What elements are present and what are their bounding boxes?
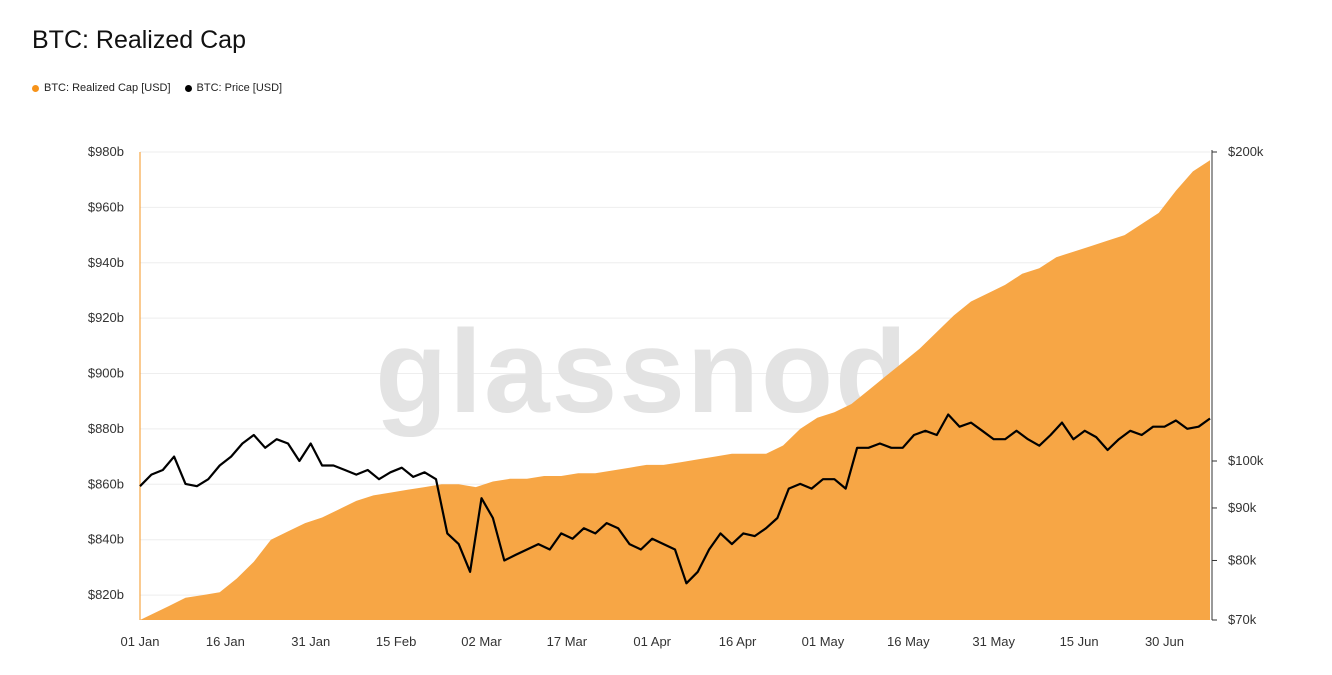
y-right-tick-label: $70k <box>1228 612 1257 627</box>
y-right-tick-label: $200k <box>1228 144 1264 159</box>
y-left-tick-label: $960b <box>88 199 124 214</box>
legend-label-realized-cap: BTC: Realized Cap [USD] <box>44 82 171 94</box>
legend-swatch-realized-cap <box>32 84 39 92</box>
right-axis: $70k $80k $90k $100k $200k <box>1212 144 1264 627</box>
x-tick-label: 02 Mar <box>461 634 502 649</box>
y-right-tick-label: $100k <box>1228 453 1264 468</box>
y-left-tick-label: $980b <box>88 144 124 159</box>
x-tick-label: 31 May <box>972 634 1015 649</box>
y-left-tick-label: $820b <box>88 587 124 602</box>
x-tick-label: 16 May <box>887 634 930 649</box>
x-tick-label: 17 Mar <box>547 634 588 649</box>
y-left-tick-label: $880b <box>88 421 124 436</box>
chart-title: BTC: Realized Cap <box>32 26 246 54</box>
y-left-tick-label: $940b <box>88 255 124 270</box>
x-tick-label: 31 Jan <box>291 634 330 649</box>
x-tick-label: 01 Jan <box>120 634 159 649</box>
legend-item-realized-cap[interactable]: BTC: Realized Cap [USD] <box>32 82 171 94</box>
y-left-tick-label: $860b <box>88 476 124 491</box>
x-axis: 01 Jan 16 Jan 31 Jan 15 Feb 02 Mar 17 Mar 01 A… <box>120 634 1184 649</box>
y-left-tick-label: $840b <box>88 532 124 547</box>
x-tick-label: 16 Apr <box>719 634 757 649</box>
y-right-tick-label: $90k <box>1228 500 1257 515</box>
x-tick-label: 01 Apr <box>633 634 671 649</box>
x-tick-label: 15 Feb <box>376 634 416 649</box>
x-tick-label: 01 May <box>802 634 845 649</box>
legend-item-price[interactable]: BTC: Price [USD] <box>184 82 283 94</box>
x-tick-label: 15 Jun <box>1060 634 1099 649</box>
legend-swatch-price <box>184 84 192 92</box>
realized-cap-area <box>140 160 1210 621</box>
x-tick-label: 30 Jun <box>1145 634 1184 649</box>
y-left-tick-label: $920b <box>88 310 124 325</box>
y-left-tick-label: $900b <box>88 366 124 381</box>
x-tick-label: 16 Jan <box>206 634 245 649</box>
left-axis: $820b $840b $860b $880b $900b $920b $940b $960b… <box>88 144 124 602</box>
y-right-tick-label: $80k <box>1228 552 1257 567</box>
price-line <box>139 413 1211 585</box>
legend-label-price: BTC: Price [USD] <box>196 82 283 94</box>
legend: BTC: Realized Cap [USD] BTC: Price [USD] <box>32 82 282 94</box>
